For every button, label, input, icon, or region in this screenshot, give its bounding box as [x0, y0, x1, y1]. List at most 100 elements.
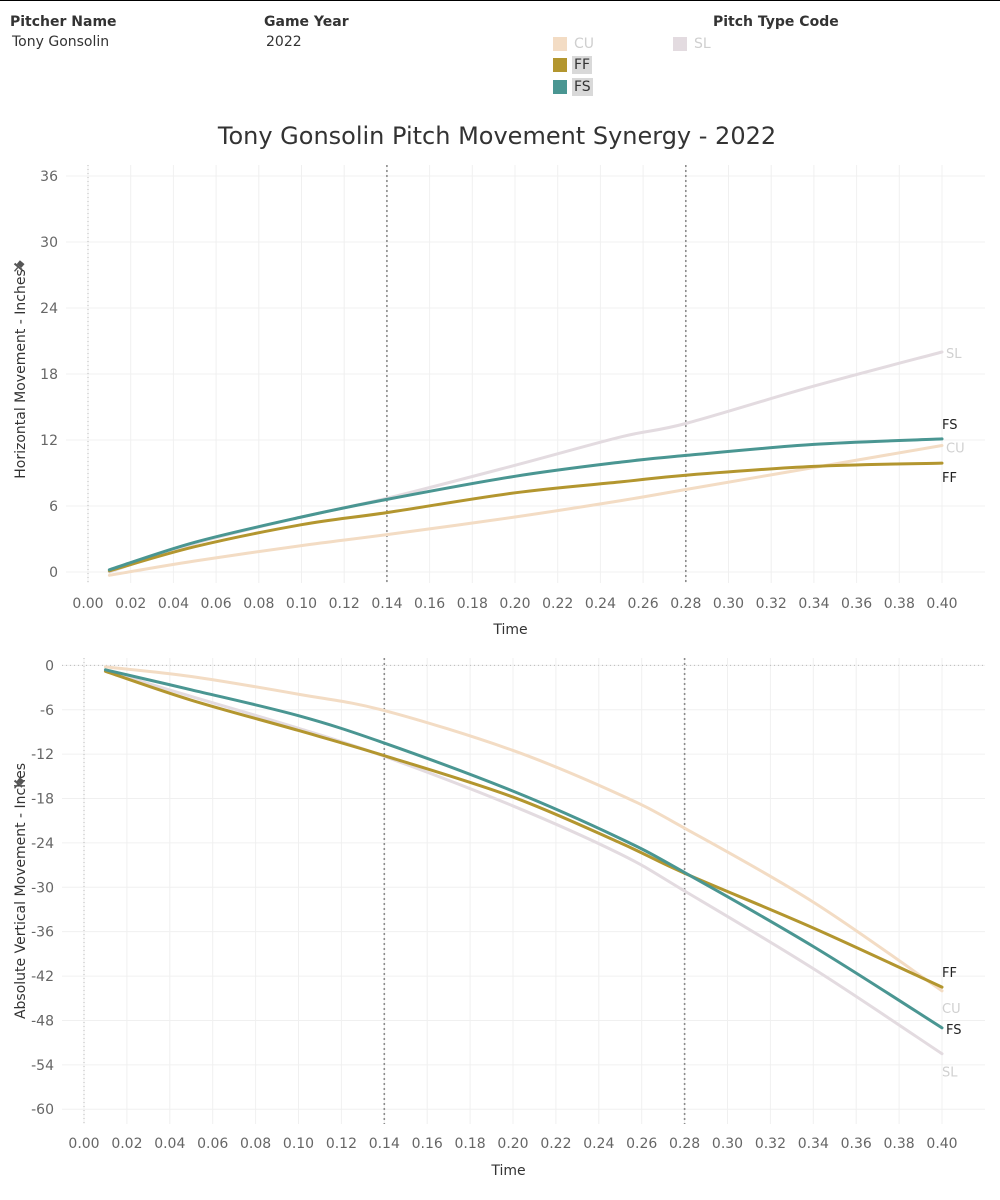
- x-tick-label-h-11: 0.22: [542, 596, 573, 612]
- x-tick-label-h-4: 0.08: [243, 596, 274, 612]
- x-tick-label-h-7: 0.14: [371, 596, 402, 612]
- pitcher-name-filter-title: Pitcher Name: [10, 14, 117, 30]
- x-tick-label-v-17: 0.34: [798, 1136, 829, 1152]
- legend-swatch-cu: [553, 37, 567, 51]
- x-tick-label-h-14: 0.28: [670, 596, 701, 612]
- y-tick-label-h-4: 24: [40, 301, 58, 317]
- y-tick-label-h-2: 12: [40, 433, 58, 449]
- legend-item-fs[interactable]: FS: [553, 77, 593, 97]
- y-tick-label-v-10: -60: [31, 1102, 54, 1118]
- x-tick-label-h-19: 0.38: [884, 596, 915, 612]
- y-tick-label-h-5: 30: [40, 235, 58, 251]
- x-tick-label-v-6: 0.12: [326, 1136, 357, 1152]
- y-tick-label-h-0: 0: [49, 565, 58, 581]
- x-tick-label-h-2: 0.04: [158, 596, 189, 612]
- legend-swatch-fs: [553, 80, 567, 94]
- series-line-h-cu[interactable]: [107, 444, 944, 577]
- y-tick-label-v-3: -18: [31, 792, 54, 808]
- x-tick-label-v-3: 0.06: [197, 1136, 228, 1152]
- legend-label-ff: FF: [572, 56, 593, 74]
- end-label-h-ff: FF: [942, 471, 957, 486]
- x-tick-label-h-10: 0.20: [499, 596, 530, 612]
- x-tick-label-v-18: 0.36: [841, 1136, 872, 1152]
- series-line-v-fs[interactable]: [103, 668, 944, 1030]
- x-tick-label-v-19: 0.38: [884, 1136, 915, 1152]
- pitcher-name-filter[interactable]: Pitcher Name Tony Gonsolin: [10, 14, 117, 50]
- y-tick-label-v-6: -36: [31, 925, 54, 941]
- x-tick-label-h-3: 0.06: [201, 596, 232, 612]
- horizontal-movement-chart: 0 6 12 18 24 30 36 0.00 0.02 0.04 0.06 0.08 0.10 0.12…: [11, 165, 985, 638]
- x-tick-label-v-16: 0.32: [755, 1136, 786, 1152]
- x-tick-label-h-1: 0.02: [115, 596, 146, 612]
- x-tick-label-v-8: 0.16: [412, 1136, 443, 1152]
- y-axis-title-v: Absolute Vertical Movement - Inches: [13, 763, 29, 1019]
- end-label-h-sl: SL: [946, 347, 962, 362]
- x-tick-label-v-12: 0.24: [583, 1136, 614, 1152]
- x-tick-label-v-13: 0.26: [626, 1136, 657, 1152]
- y-tick-label-h-3: 18: [40, 367, 58, 383]
- legend-label-sl: SL: [694, 36, 711, 52]
- x-tick-label-h-20: 0.40: [926, 596, 957, 612]
- series-line-v-cu[interactable]: [103, 665, 944, 993]
- pin-icon-v[interactable]: [11, 776, 26, 792]
- x-tick-label-v-7: 0.14: [369, 1136, 400, 1152]
- pitch-type-legend-title: Pitch Type Code: [713, 14, 839, 30]
- x-tick-label-h-16: 0.32: [756, 596, 787, 612]
- x-tick-label-v-2: 0.04: [154, 1136, 185, 1152]
- pin-icon-h[interactable]: [11, 259, 26, 275]
- y-tick-label-v-8: -48: [31, 1013, 54, 1029]
- x-tick-label-v-5: 0.10: [283, 1136, 314, 1152]
- pitcher-name-filter-value[interactable]: Tony Gonsolin: [12, 34, 110, 50]
- game-year-filter[interactable]: Game Year 2022: [264, 14, 349, 50]
- x-tick-label-h-18: 0.36: [841, 596, 872, 612]
- x-tick-label-h-12: 0.24: [585, 596, 616, 612]
- x-tick-label-h-6: 0.12: [329, 596, 360, 612]
- top-border: [0, 0, 1000, 1]
- y-tick-label-v-9: -54: [31, 1058, 54, 1074]
- legend-label-fs: FS: [572, 78, 593, 96]
- y-tick-label-v-2: -12: [31, 747, 54, 763]
- x-tick-label-v-0: 0.00: [68, 1136, 99, 1152]
- x-axis-title-v: Time: [490, 1163, 525, 1179]
- legend-swatch-sl: [673, 37, 687, 51]
- x-tick-label-h-5: 0.10: [286, 596, 317, 612]
- y-tick-label-v-4: -24: [31, 836, 54, 852]
- x-tick-label-v-4: 0.08: [240, 1136, 271, 1152]
- x-tick-label-h-9: 0.18: [457, 596, 488, 612]
- y-tick-label-v-0: 0: [45, 658, 54, 674]
- end-label-v-sl: SL: [942, 1066, 958, 1081]
- grid-v: [62, 658, 985, 1124]
- end-label-v-fs: FS: [946, 1023, 962, 1038]
- y-axis-title-h: Horizontal Movement - Inches: [13, 269, 29, 479]
- end-label-h-fs: FS: [942, 418, 958, 433]
- legend-item-ff[interactable]: FF: [553, 55, 593, 75]
- y-tick-label-v-7: -42: [31, 969, 54, 985]
- grid-h: [66, 165, 985, 583]
- x-tick-label-h-13: 0.26: [628, 596, 659, 612]
- x-tick-label-v-15: 0.30: [712, 1136, 743, 1152]
- game-year-filter-value[interactable]: 2022: [266, 34, 302, 50]
- vertical-movement-chart: 0 -6 -12 -18 -24 -30 -36 -42 -48 -54 -60 0.00 0.02 0.…: [11, 658, 985, 1179]
- series-line-h-fs[interactable]: [107, 437, 944, 572]
- x-tick-label-h-17: 0.34: [798, 596, 829, 612]
- x-tick-label-h-8: 0.16: [414, 596, 445, 612]
- x-tick-label-v-20: 0.40: [926, 1136, 957, 1152]
- end-label-v-cu: CU: [942, 1002, 961, 1017]
- x-tick-label-v-9: 0.18: [455, 1136, 486, 1152]
- end-label-h-cu: CU: [946, 442, 965, 457]
- pitch-type-legend: Pitch Type Code CU FF FS SL: [553, 14, 853, 100]
- y-tick-label-h-6: 36: [40, 169, 58, 185]
- end-label-v-ff: FF: [942, 966, 957, 981]
- series-line-h-ff[interactable]: [107, 461, 944, 573]
- game-year-filter-title: Game Year: [264, 14, 349, 30]
- series-line-v-sl[interactable]: [103, 669, 944, 1056]
- y-tick-label-h-1: 6: [49, 499, 58, 515]
- y-tick-label-v-1: -6: [40, 703, 54, 719]
- x-tick-label-v-11: 0.22: [540, 1136, 571, 1152]
- series-line-v-ff[interactable]: [103, 669, 944, 989]
- x-axis-title-h: Time: [492, 622, 527, 638]
- legend-item-sl[interactable]: SL: [673, 34, 713, 54]
- legend-item-cu[interactable]: CU: [553, 34, 596, 54]
- x-tick-label-v-14: 0.28: [669, 1136, 700, 1152]
- chart-title: Tony Gonsolin Pitch Movement Synergy - 2…: [217, 122, 777, 150]
